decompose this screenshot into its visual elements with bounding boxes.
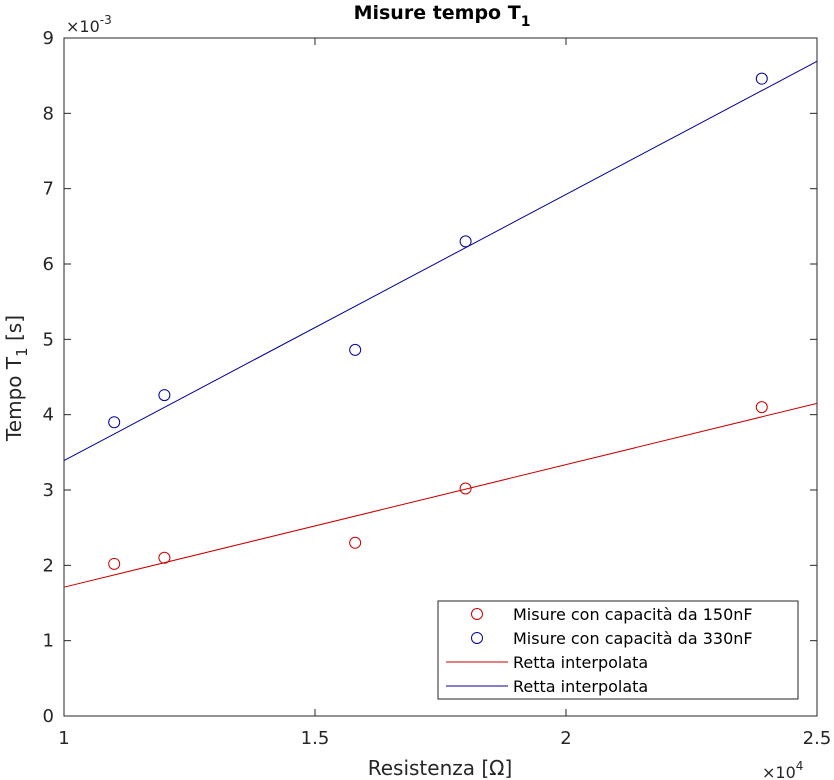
y-tick-label: 9 — [43, 28, 54, 49]
data-point-0 — [349, 536, 362, 549]
legend-items: Misure con capacità da 150nF Misure con c… — [446, 605, 753, 696]
y-axis-multiplier: ×10-3 — [66, 13, 112, 36]
fit-line-2 — [63, 402, 818, 588]
legend-circle-marker — [471, 632, 483, 644]
data-point-0 — [108, 557, 121, 570]
data-point-1 — [755, 72, 768, 85]
legend-entry-label: Retta interpolata — [513, 677, 648, 696]
series-layer — [63, 60, 818, 588]
y-tick-label: 5 — [43, 329, 54, 350]
x-tick-label: 2 — [560, 728, 571, 749]
legend-entry-label: Retta interpolata — [513, 653, 648, 672]
axis-ticks — [63, 37, 818, 717]
legend-box — [437, 600, 799, 700]
fit-line-3 — [63, 60, 818, 462]
data-point-1 — [108, 416, 121, 429]
x-axis-label: Resistenza [Ω] — [368, 756, 513, 780]
data-point-0 — [459, 482, 472, 495]
x-axis-multiplier: ×104 — [762, 759, 803, 780]
legend: Misure con capacità da 150nF Misure con c… — [437, 600, 799, 700]
y-tick-label: 8 — [43, 103, 54, 124]
data-point-1 — [349, 343, 362, 356]
chart-title: Misure tempo T1 — [354, 2, 531, 30]
y-tick-label: 0 — [43, 706, 54, 727]
legend-circle-marker — [471, 608, 483, 620]
x-tick-label: 1.5 — [301, 728, 330, 749]
y-tick-label: 1 — [43, 631, 54, 652]
legend-entry-label: Misure con capacità da 150nF — [513, 605, 753, 624]
y-axis-label: Tempo T1 [s] — [2, 315, 31, 442]
data-point-1 — [459, 235, 472, 248]
y-tick-label: 6 — [43, 254, 54, 275]
x-tick-label: 2.5 — [803, 728, 832, 749]
data-point-0 — [158, 551, 171, 564]
y-tick-label: 7 — [43, 179, 54, 200]
y-tick-label: 4 — [43, 405, 54, 426]
y-tick-label: 2 — [43, 555, 54, 576]
y-tick-label: 3 — [43, 480, 54, 501]
legend-entry-label: Misure con capacità da 330nF — [513, 629, 753, 648]
x-tick-label: 1 — [58, 728, 69, 749]
data-point-0 — [755, 401, 768, 414]
data-point-1 — [158, 389, 171, 402]
